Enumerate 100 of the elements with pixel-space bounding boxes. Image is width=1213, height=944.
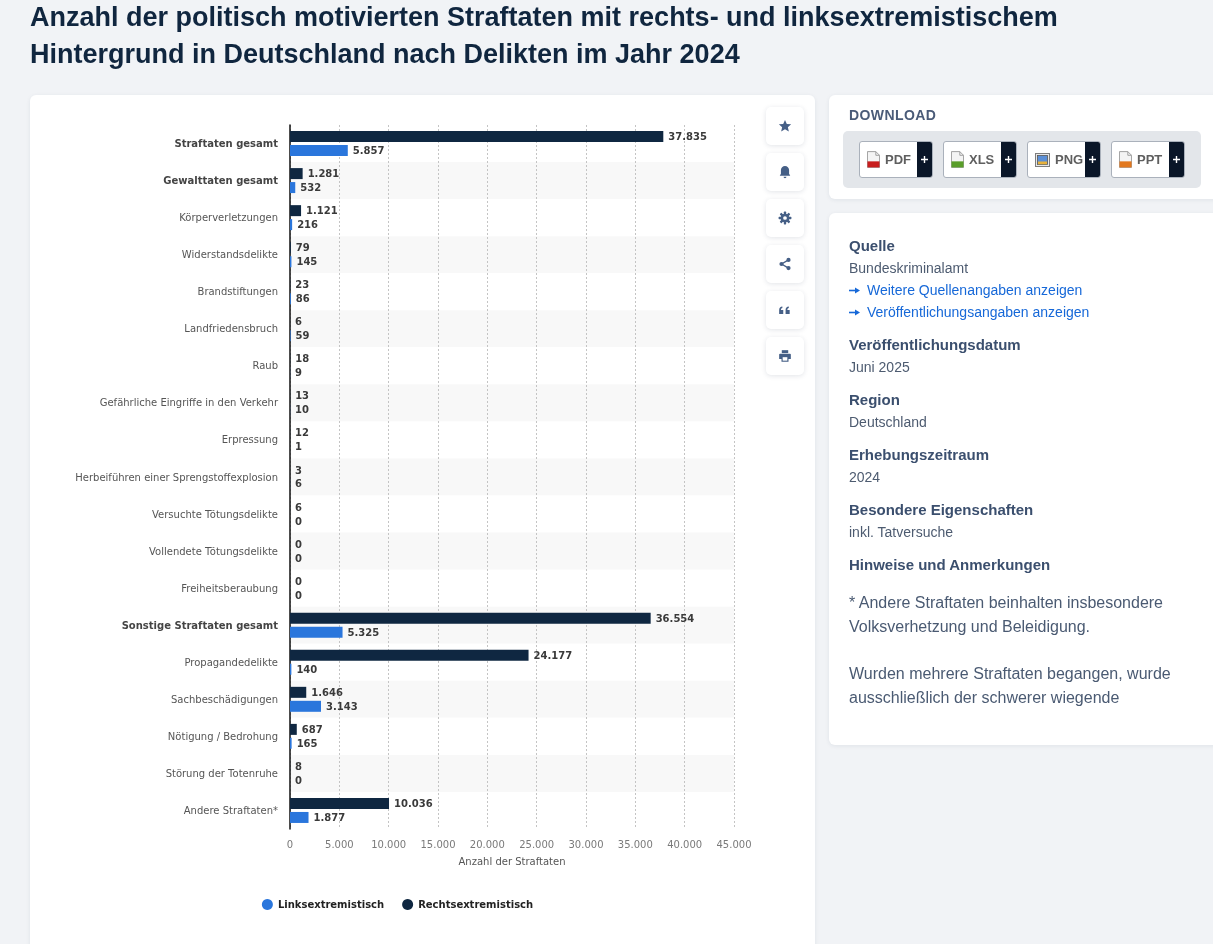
data-label: 59 [295,330,310,342]
text: Bundeskriminalamt [849,259,970,278]
text: Hinweise und Anmerkungen [849,555,1052,575]
data-label: 8 [295,760,303,772]
data-label: 1 [295,441,303,453]
y-tick-label: Gefährliche Eingriffe in den Verkehr [99,397,279,409]
data-label: 687 [301,723,323,735]
data-label: 12 [295,427,310,439]
data-label: 5.857 [352,145,385,157]
data-label: 0 [295,538,302,550]
y-tick-label: Brandstiftungen [197,286,278,298]
x-tick-label: 15.000 [420,838,456,850]
legend-label: Rechtsextremistisch [418,899,534,910]
x-tick-label: 10.000 [371,838,407,850]
y-tick-label: Herbeiführen einer Sprengstoffexplosion [75,471,278,483]
data-label: 3.143 [326,700,358,712]
bar [290,205,302,217]
text: Quelle [849,236,896,256]
data-label: 9 [295,367,303,379]
download-button: XLS [943,141,1017,178]
data-label: 145 [296,256,318,268]
bar [290,811,309,823]
x-axis-title: Anzahl der Straftaten [458,855,566,867]
bar [290,168,303,180]
text: Weitere Quellenangaben anzeigen [867,281,1083,300]
text: inkl. Tatversuche [849,523,954,542]
text: Veröffentlichungsangaben anzeigen [867,303,1090,322]
data-label: 24.177 [533,649,573,661]
data-label: 0 [295,575,302,587]
y-tick-label: Versuchte Tötungsdelikte [152,508,278,520]
data-label: 86 [295,293,310,305]
data-label: 10 [295,404,310,416]
x-tick-label: 45.000 [716,838,752,850]
y-tick-label: Störung der Totenruhe [165,767,278,779]
data-label: 1.281 [307,168,340,180]
data-label: 0 [295,515,302,527]
data-label: 36.554 [655,612,695,624]
x-tick-label: 40.000 [667,838,703,850]
legend-label: Linksextremistisch [277,899,385,910]
y-tick-label: Erpressung [221,434,278,446]
data-label: 6 [295,478,303,490]
text: Veröffentlichungsdatum [849,335,1022,355]
text: Region [849,390,901,410]
bar [290,649,529,661]
chart-title: Anzahl der politisch motivierten Straftaten mit rechts- und linksextremistischem Hintergrund in Deutschland nach Delikten im Jahr 2024 [30,1,1059,71]
download-button: PPT [1111,141,1185,178]
bar [290,145,348,157]
data-label: 0 [295,552,302,564]
data-label: 5.325 [347,626,380,638]
download-button: PDF [859,141,933,178]
data-label: 23 [295,279,310,291]
data-label: 216 [297,219,319,231]
y-tick-label: Raub [252,360,278,372]
x-tick-label: 0 [286,838,294,850]
data-label: 1.877 [313,811,346,823]
text: DOWNLOAD [849,106,937,124]
x-tick-label: 30.000 [568,838,604,850]
download-button: PNG [1027,141,1101,178]
text: Erhebungszeitraum [849,445,991,465]
data-label: 37.835 [668,131,707,143]
text: 2024 [849,468,882,487]
data-label: 532 [300,182,322,194]
y-tick-label: Sonstige Straftaten gesamt [121,619,279,631]
y-tick-label: Sachbeschädigungen [171,693,278,705]
x-tick-label: 25.000 [519,838,555,850]
y-tick-label: Körperverletzungen [179,212,278,224]
data-label: 1.646 [311,686,343,698]
data-label: 13 [295,390,310,402]
bar [290,700,322,712]
bar [290,219,293,231]
text: Wurden mehrere Straftaten begangen, wurde ausschließlich der schwerer wiegende [849,664,1172,708]
data-label: 79 [295,242,310,254]
bar [290,723,297,735]
text: Deutschland [849,413,928,432]
x-tick-label: 5.000 [325,838,354,850]
data-label: 140 [296,663,318,675]
data-label: 3 [295,464,303,476]
y-tick-label: Freiheitsberaubung [181,582,278,594]
bar [290,797,390,809]
bar [290,182,296,194]
data-label: 0 [295,774,302,786]
y-tick-label: Widerstandsdelikte [181,249,278,261]
data-label: 6 [295,501,303,513]
y-tick-label: Andere Straftaten* [183,804,278,816]
text: Juni 2025 [849,358,911,377]
data-label: 18 [295,353,310,365]
y-tick-label: Gewalttaten gesamt [163,175,279,187]
y-tick-label: Nötigung / Bedrohung [167,730,278,742]
y-tick-label: Vollendete Tötungsdelikte [149,545,278,557]
x-tick-label: 20.000 [469,838,505,850]
data-label: 10.036 [394,797,433,809]
bar [290,686,307,698]
data-label: 1.121 [306,205,338,217]
bar [290,626,343,638]
text: * Andere Straftaten beinhalten insbesondere Volksverhetzung und Beleidigung. [849,593,1164,637]
data-label: 0 [295,589,302,601]
y-tick-label: Landfriedensbruch [184,323,278,335]
y-tick-label: Propagandedelikte [184,656,278,668]
y-tick-label: Straftaten gesamt [174,138,279,150]
data-label: 6 [295,316,303,328]
